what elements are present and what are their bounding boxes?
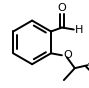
Text: O: O (57, 3, 66, 13)
Text: O: O (63, 50, 72, 60)
Text: H: H (75, 25, 83, 34)
